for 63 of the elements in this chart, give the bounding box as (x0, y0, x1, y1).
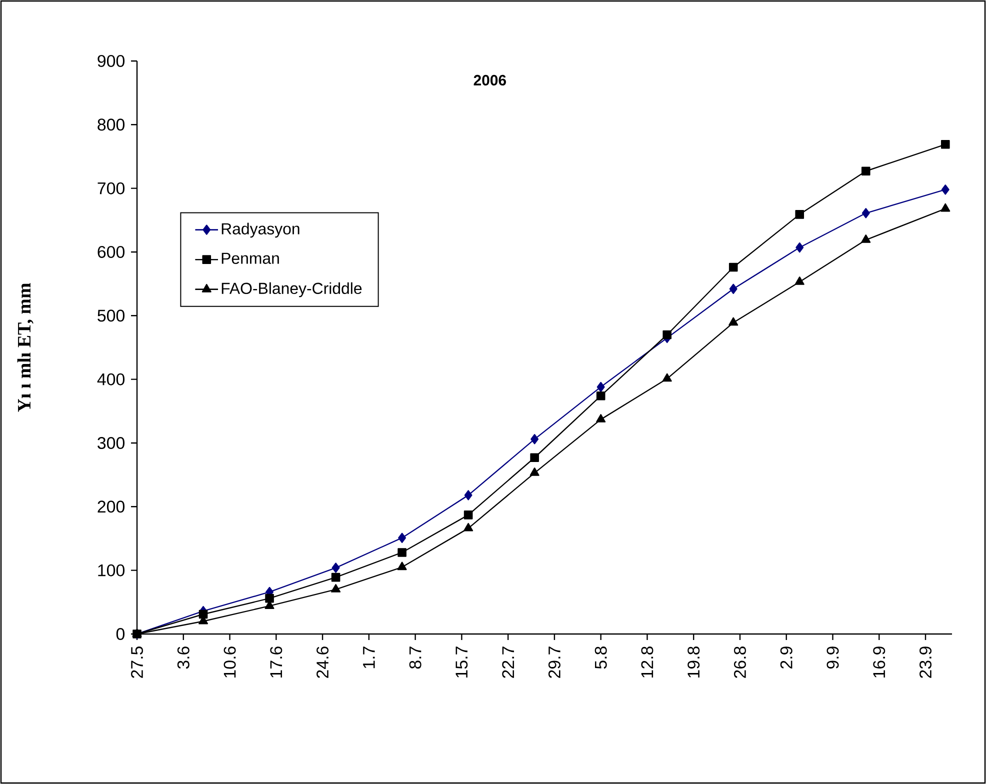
point (795, 210, 804, 219)
point (662, 373, 672, 382)
point (530, 453, 539, 462)
point (861, 234, 871, 243)
x-tick-label: 9.9 (826, 646, 839, 669)
x-tick-label: 8.7 (409, 646, 422, 669)
point (464, 510, 473, 520)
y-tick-label: 600 (98, 246, 125, 258)
point (464, 490, 472, 500)
point (332, 562, 340, 573)
y-tick-label: 400 (97, 373, 125, 386)
point (530, 468, 540, 476)
y-axis-title: Yı ı mlı ET, mm (17, 283, 34, 412)
point (331, 572, 340, 582)
x-tick-label: 24.6 (316, 646, 329, 678)
y-tick-label: 200 (98, 500, 125, 513)
point (331, 584, 341, 592)
x-tick-label: 26.8 (734, 646, 746, 678)
point (265, 594, 274, 603)
y-tick-label: 300 (98, 436, 125, 449)
point (596, 414, 606, 422)
point (940, 140, 950, 149)
x-tick-label: 15.7 (456, 646, 468, 678)
legend-label: Penman (222, 252, 279, 264)
point (728, 317, 738, 326)
y-tick-label: 700 (98, 182, 125, 194)
point (794, 276, 804, 285)
x-tick-label: 2.9 (780, 646, 792, 669)
x-tick-label: 19.8 (688, 646, 700, 678)
x-tick-label: 3.6 (177, 646, 190, 669)
point (940, 203, 950, 212)
point (596, 382, 605, 392)
y-tick-label: 500 (98, 310, 125, 322)
point (530, 434, 539, 444)
y-tick-label: 0 (116, 628, 125, 640)
point (728, 262, 738, 272)
point (941, 184, 950, 195)
point (464, 522, 474, 532)
point (796, 242, 804, 253)
legend-label: FAO-Blaney-Criddle (222, 282, 362, 298)
x-tick-label: 1.7 (363, 646, 375, 668)
x-tick-label: 29.7 (548, 646, 560, 678)
point (397, 562, 407, 570)
text: 2006 (474, 74, 506, 86)
y-tick-label: 100 (98, 564, 125, 576)
y-tick-label: 800 (98, 118, 125, 131)
point (862, 208, 870, 218)
point (662, 330, 672, 340)
x-tick-label: 22.7 (502, 646, 514, 678)
x-tick-label: 23.9 (920, 646, 932, 678)
x-tick-label: 10.6 (224, 646, 236, 678)
point (398, 548, 406, 557)
x-tick-label: 17.6 (270, 646, 282, 678)
point (596, 391, 606, 400)
point (861, 166, 870, 176)
y-tick-label: 900 (98, 54, 125, 67)
point (398, 532, 406, 543)
x-tick-label: 16.9 (873, 646, 886, 678)
legend-label: Radyasyon (222, 222, 300, 238)
x-tick-label: 5.8 (594, 646, 607, 669)
x-tick-label: 12.8 (641, 646, 654, 678)
x-tick-label: 27.5 (131, 646, 144, 678)
point (729, 284, 738, 294)
